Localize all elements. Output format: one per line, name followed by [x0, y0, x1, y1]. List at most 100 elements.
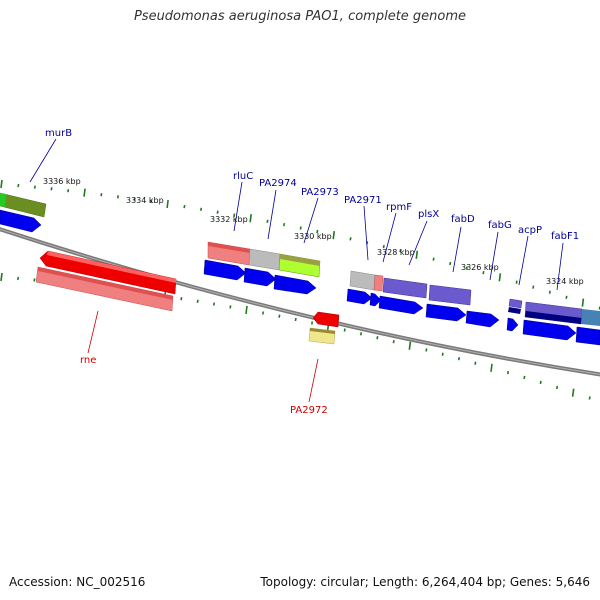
gene-fabF1-ext[interactable]: [581, 309, 600, 326]
label-fabG[interactable]: fabG: [488, 220, 512, 231]
label-rpmF[interactable]: rpmF: [386, 202, 412, 213]
tick-minor: [310, 321, 314, 325]
tick-major: [0, 179, 3, 189]
gene-plsX[interactable]: [382, 277, 428, 299]
gene-PA2972[interactable]: [312, 311, 340, 328]
tick-minor: [392, 340, 395, 344]
tick-minor: [199, 207, 203, 211]
tick-minor: [150, 199, 153, 204]
gene-rpmF[interactable]: [373, 274, 384, 292]
label-acpP[interactable]: acpP: [518, 225, 542, 236]
tick-minor: [532, 285, 535, 289]
gene-PA2971[interactable]: [349, 270, 376, 291]
tick-major: [245, 305, 248, 315]
tick-minor: [523, 375, 526, 380]
tick-minor: [457, 357, 461, 361]
gene-acpP[interactable]: [508, 307, 521, 314]
gene-fabD[interactable]: [428, 284, 472, 306]
label-fabF1[interactable]: fabF1: [551, 231, 579, 242]
tick-major: [166, 199, 169, 209]
tick-major: [498, 273, 502, 282]
tick-minor: [261, 311, 265, 315]
tick-minor: [133, 197, 136, 201]
tick-minor: [441, 352, 444, 356]
tick-minor: [196, 299, 199, 303]
cds-PA2974[interactable]: [243, 267, 277, 287]
tick-minor: [229, 305, 232, 309]
accession-text: Accession: NC_002516: [9, 575, 146, 589]
tick-minor: [116, 195, 120, 199]
tick-minor: [465, 266, 468, 270]
tick-minor: [449, 261, 452, 266]
cds-plsX[interactable]: [378, 295, 424, 315]
label-fabD[interactable]: fabD: [451, 214, 475, 225]
tick-major: [249, 214, 252, 223]
tick-minor: [555, 385, 559, 390]
gene-murB[interactable]: [0, 192, 47, 218]
tick-minor: [359, 332, 363, 336]
tick-minor: [482, 270, 485, 275]
kbp-label-3330: 3330 kbp: [294, 232, 332, 241]
cds-fabF1[interactable]: [522, 319, 577, 341]
tick-minor: [515, 280, 518, 284]
tick-minor: [432, 257, 435, 261]
cds-PA2971[interactable]: [346, 288, 373, 305]
page-title: Pseudomonas aeruginosa PAO1, complete ge…: [133, 9, 467, 24]
tick-major: [490, 363, 493, 372]
tick-major: [581, 298, 585, 307]
tick-minor: [17, 183, 20, 188]
cds-acpP[interactable]: [506, 317, 519, 332]
label-murB[interactable]: murB: [45, 128, 72, 139]
label-PA2972[interactable]: PA2972: [290, 405, 328, 416]
gene-PA2974[interactable]: [248, 248, 281, 271]
tick-minor: [506, 370, 510, 375]
tick-minor: [216, 210, 219, 214]
label-PA2973[interactable]: PA2973: [301, 187, 339, 198]
tick-minor: [349, 237, 352, 241]
tick-minor: [33, 278, 36, 282]
tick-minor: [316, 229, 319, 234]
tick-minor: [548, 290, 551, 294]
tick-minor: [343, 328, 346, 332]
label-PA2974[interactable]: PA2974: [259, 178, 297, 189]
label-plsX[interactable]: plsX: [418, 209, 439, 220]
cds-fabG[interactable]: [465, 310, 500, 328]
gene-fabG[interactable]: [508, 298, 523, 309]
cds-PA2973[interactable]: [273, 274, 317, 295]
tick-major: [332, 231, 336, 240]
tick-minor: [266, 219, 269, 223]
tick-major: [0, 272, 3, 282]
tick-minor: [382, 244, 385, 249]
tick-minor: [183, 204, 186, 209]
tick-minor: [233, 213, 236, 217]
tick-minor: [294, 317, 297, 322]
tick-major: [408, 341, 412, 350]
tick-minor: [539, 380, 542, 385]
tick-minor: [33, 185, 37, 189]
cds-fabD[interactable]: [425, 303, 467, 322]
label-rne[interactable]: rne: [80, 355, 96, 366]
kbp-label-3336: 3336 kbp: [43, 177, 81, 186]
label-PA2971[interactable]: PA2971: [344, 195, 382, 206]
kbp-label-3324: 3324 kbp: [546, 277, 584, 286]
leader-lines: [29, 138, 564, 291]
cds-rpmF[interactable]: [369, 292, 382, 307]
tick-minor: [100, 193, 103, 197]
cds-murB[interactable]: [0, 209, 42, 233]
tick-minor: [212, 302, 216, 306]
tick-major: [571, 388, 575, 397]
genome-stats-text: Topology: circular; Length: 6,264,404 bp…: [260, 575, 590, 589]
tick-minor: [180, 297, 183, 301]
tick-minor: [425, 348, 428, 352]
tick-minor: [283, 222, 286, 227]
cds-fabF1-ext[interactable]: [575, 326, 600, 346]
tick-minor: [67, 189, 70, 193]
cds-rluC[interactable]: [203, 259, 247, 281]
tick-major: [415, 250, 419, 259]
tick-major: [83, 188, 86, 197]
label-rluC[interactable]: rluC: [233, 171, 253, 182]
tick-minor: [376, 336, 379, 340]
tick-minor: [399, 249, 402, 253]
